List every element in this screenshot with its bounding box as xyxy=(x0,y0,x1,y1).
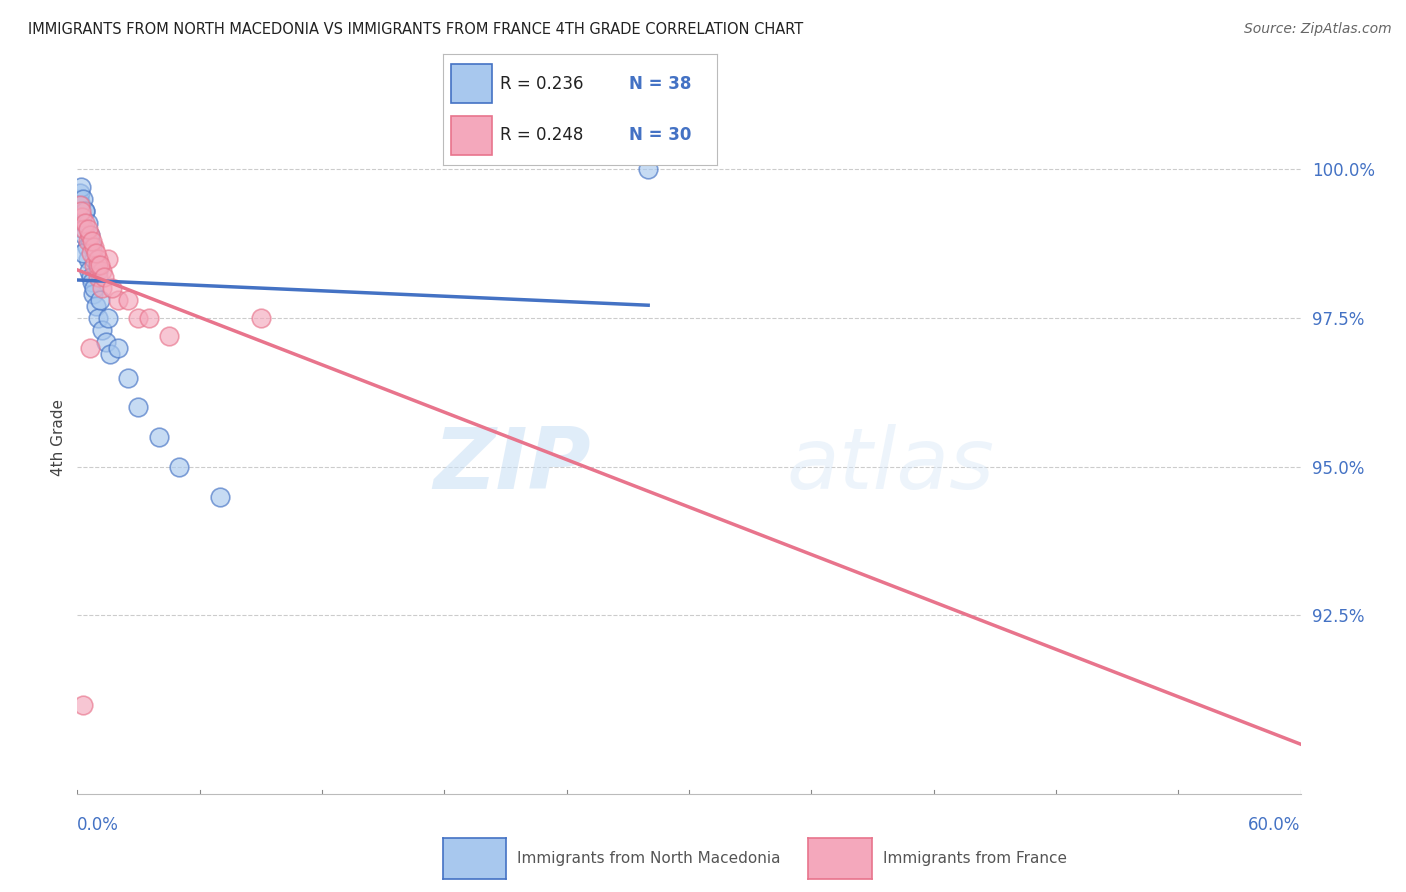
Point xyxy=(83,252,105,266)
Text: N = 30: N = 30 xyxy=(630,126,692,144)
Point xyxy=(83,258,105,272)
Point xyxy=(75,204,97,219)
Point xyxy=(72,210,94,224)
Point xyxy=(80,234,103,248)
Text: 0.0%: 0.0% xyxy=(77,816,120,834)
Point xyxy=(70,204,93,219)
Point xyxy=(90,281,112,295)
Point xyxy=(82,287,104,301)
Point xyxy=(107,293,129,308)
Point xyxy=(72,192,94,206)
Point xyxy=(72,698,94,712)
Point xyxy=(67,192,90,206)
FancyBboxPatch shape xyxy=(451,63,492,103)
Point xyxy=(72,222,94,236)
Point xyxy=(157,329,180,343)
Point xyxy=(76,216,98,230)
Point xyxy=(98,347,121,361)
Point xyxy=(80,240,103,254)
Point xyxy=(79,234,101,248)
Point xyxy=(87,263,110,277)
Point xyxy=(637,162,659,177)
Point xyxy=(127,311,149,326)
Point xyxy=(79,227,101,242)
FancyBboxPatch shape xyxy=(451,116,492,155)
Point xyxy=(79,341,101,355)
Point xyxy=(79,245,101,260)
Point xyxy=(79,227,101,242)
Point xyxy=(83,240,105,254)
Text: Immigrants from North Macedonia: Immigrants from North Macedonia xyxy=(517,851,780,866)
Text: Immigrants from France: Immigrants from France xyxy=(883,851,1067,866)
Point xyxy=(75,216,97,230)
Point xyxy=(87,258,110,272)
Point xyxy=(72,245,94,260)
Point xyxy=(93,269,115,284)
Text: 60.0%: 60.0% xyxy=(1249,816,1301,834)
Point xyxy=(138,311,160,326)
Point xyxy=(70,180,93,194)
Text: ZIP: ZIP xyxy=(433,424,591,508)
Point xyxy=(97,311,120,326)
Point xyxy=(73,222,96,236)
Point xyxy=(117,293,139,308)
Point xyxy=(75,204,97,219)
Point xyxy=(107,341,129,355)
Point xyxy=(169,459,191,474)
Point xyxy=(89,258,111,272)
Point xyxy=(87,269,110,284)
Point xyxy=(76,240,98,254)
Point xyxy=(76,234,98,248)
Point xyxy=(87,252,110,266)
Point xyxy=(73,227,96,242)
Point xyxy=(89,293,111,308)
Y-axis label: 4th Grade: 4th Grade xyxy=(51,399,66,475)
Point xyxy=(90,263,112,277)
Point xyxy=(148,430,170,444)
Text: Source: ZipAtlas.com: Source: ZipAtlas.com xyxy=(1244,22,1392,37)
Text: R = 0.236: R = 0.236 xyxy=(501,75,583,93)
Point xyxy=(69,186,91,201)
Text: atlas: atlas xyxy=(787,424,995,508)
Point xyxy=(87,311,110,326)
Point xyxy=(127,401,149,415)
Point xyxy=(83,281,105,295)
Point xyxy=(70,198,93,212)
Point xyxy=(84,299,107,313)
Point xyxy=(208,490,231,504)
Point xyxy=(250,311,273,326)
Point xyxy=(76,252,98,266)
Point xyxy=(77,263,100,277)
Text: IMMIGRANTS FROM NORTH MACEDONIA VS IMMIGRANTS FROM FRANCE 4TH GRADE CORRELATION : IMMIGRANTS FROM NORTH MACEDONIA VS IMMIG… xyxy=(28,22,803,37)
Point xyxy=(76,222,98,236)
Point xyxy=(101,281,124,295)
Point xyxy=(80,276,103,290)
Point xyxy=(72,210,94,224)
Point xyxy=(97,252,120,266)
Point xyxy=(84,245,107,260)
Point xyxy=(69,198,91,212)
Point xyxy=(94,334,117,349)
Point xyxy=(90,323,112,337)
Point xyxy=(117,370,139,384)
Text: R = 0.248: R = 0.248 xyxy=(501,126,583,144)
Point xyxy=(79,269,101,284)
Text: N = 38: N = 38 xyxy=(630,75,692,93)
